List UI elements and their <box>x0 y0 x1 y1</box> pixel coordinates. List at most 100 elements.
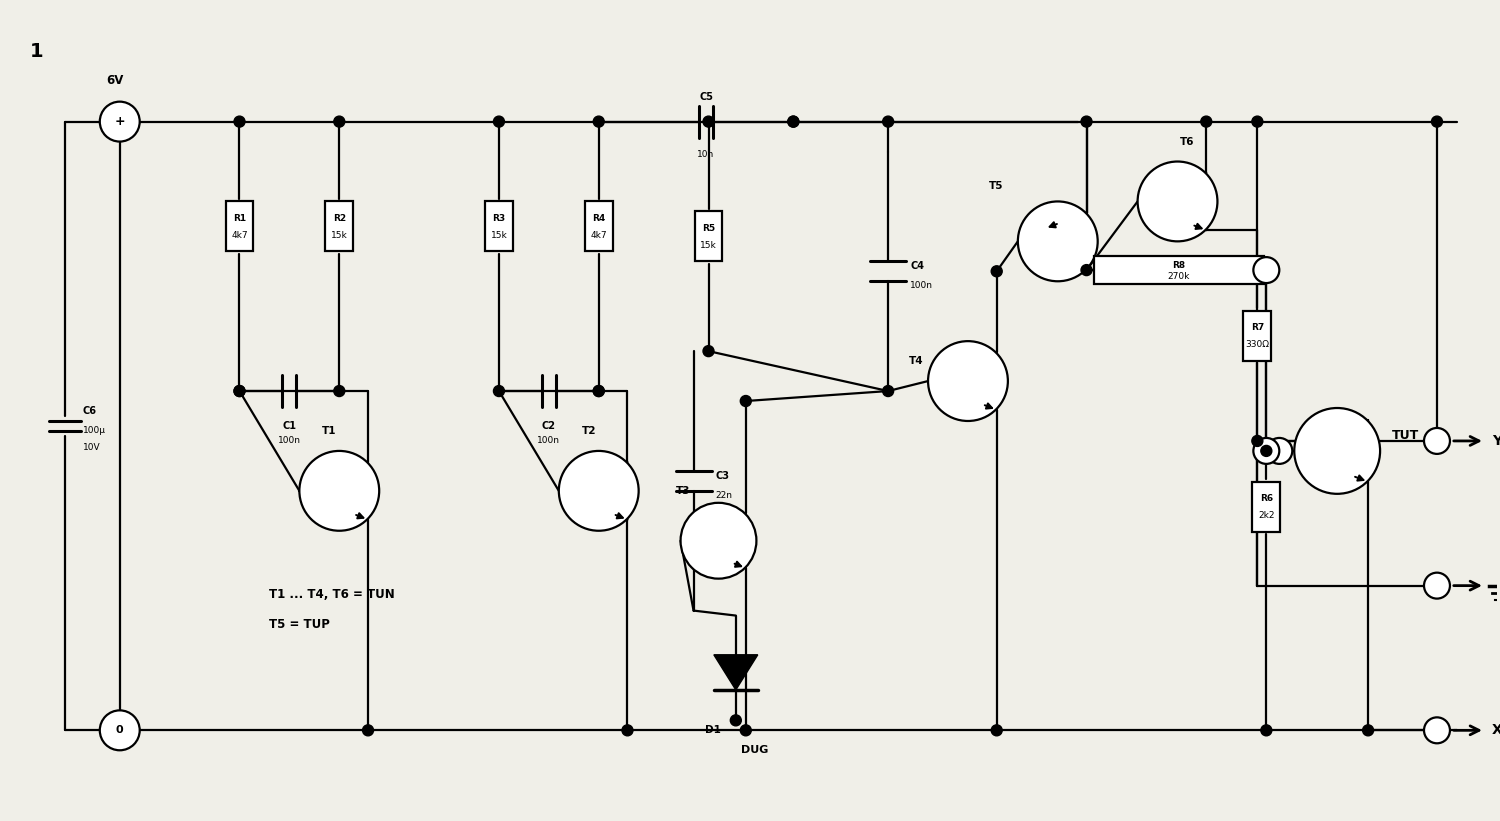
Circle shape <box>1431 116 1443 127</box>
Circle shape <box>1252 435 1263 447</box>
Circle shape <box>594 386 604 397</box>
Text: 15k: 15k <box>490 231 507 240</box>
Text: 15k: 15k <box>700 241 717 250</box>
Circle shape <box>1262 446 1272 456</box>
Text: C1: C1 <box>282 421 297 431</box>
Circle shape <box>363 725 374 736</box>
Bar <box>1244 310 1272 360</box>
Text: 1: 1 <box>30 42 44 61</box>
Circle shape <box>100 710 140 750</box>
Circle shape <box>788 116 800 127</box>
Text: C3: C3 <box>716 471 729 481</box>
Circle shape <box>1262 725 1272 736</box>
Circle shape <box>494 386 504 397</box>
Text: 2k2: 2k2 <box>1258 511 1275 521</box>
Text: C2: C2 <box>542 421 556 431</box>
Text: 22n: 22n <box>716 491 732 500</box>
Circle shape <box>234 116 244 127</box>
Circle shape <box>992 266 1002 277</box>
Text: 6V: 6V <box>106 74 123 87</box>
Circle shape <box>594 116 604 127</box>
Text: T4: T4 <box>909 356 922 366</box>
Circle shape <box>741 725 752 736</box>
Circle shape <box>882 386 894 397</box>
Text: +: + <box>114 115 125 128</box>
Circle shape <box>1294 408 1380 493</box>
Text: 0: 0 <box>116 725 123 736</box>
Bar <box>585 201 612 251</box>
Circle shape <box>1266 438 1293 464</box>
Text: R3: R3 <box>492 214 506 223</box>
Text: DUG: DUG <box>741 745 768 755</box>
Text: 100n: 100n <box>537 436 561 445</box>
Circle shape <box>730 715 741 726</box>
Text: 100μ: 100μ <box>82 426 106 435</box>
Circle shape <box>704 346 714 356</box>
Text: T6: T6 <box>1180 136 1196 147</box>
Circle shape <box>334 116 345 127</box>
Bar <box>1094 256 1264 284</box>
Text: T5: T5 <box>988 181 1004 191</box>
Circle shape <box>622 725 633 736</box>
Circle shape <box>334 386 345 397</box>
Circle shape <box>1424 573 1450 599</box>
Circle shape <box>494 116 504 127</box>
Circle shape <box>882 116 894 127</box>
Circle shape <box>100 102 140 141</box>
Circle shape <box>741 396 752 406</box>
Circle shape <box>992 725 1002 736</box>
Circle shape <box>788 116 800 127</box>
Text: 100n: 100n <box>910 282 933 291</box>
Bar <box>694 212 723 261</box>
Text: T2: T2 <box>582 426 596 436</box>
Text: C6: C6 <box>82 406 98 416</box>
Text: T1 ... T4, T6 = TUN: T1 ... T4, T6 = TUN <box>270 588 394 601</box>
Text: R8: R8 <box>1173 260 1185 269</box>
Circle shape <box>1424 718 1450 743</box>
Circle shape <box>1082 264 1092 276</box>
Text: T1: T1 <box>322 426 336 436</box>
Text: 270k: 270k <box>1167 272 1190 281</box>
Text: 10V: 10V <box>82 443 100 452</box>
Circle shape <box>234 386 244 397</box>
Circle shape <box>1254 257 1280 283</box>
Circle shape <box>1019 201 1098 282</box>
Text: R2: R2 <box>333 214 346 223</box>
Circle shape <box>594 386 604 397</box>
Circle shape <box>560 451 639 530</box>
Text: T3: T3 <box>676 486 692 496</box>
Text: 330Ω: 330Ω <box>1245 340 1269 349</box>
Text: R7: R7 <box>1251 323 1264 332</box>
Text: 10n: 10n <box>698 149 714 158</box>
Bar <box>225 201 254 251</box>
Circle shape <box>704 116 714 127</box>
Circle shape <box>1362 725 1374 736</box>
Bar <box>326 201 354 251</box>
Bar <box>1252 482 1281 532</box>
Bar <box>484 201 513 251</box>
Text: C4: C4 <box>910 261 924 271</box>
Text: R6: R6 <box>1260 494 1274 503</box>
Circle shape <box>300 451 380 530</box>
Circle shape <box>1424 428 1450 454</box>
Text: R5: R5 <box>702 224 715 233</box>
Text: R4: R4 <box>592 214 606 223</box>
Circle shape <box>1137 162 1218 241</box>
Circle shape <box>1254 438 1280 464</box>
Circle shape <box>1202 116 1212 127</box>
Text: 4k7: 4k7 <box>231 231 248 240</box>
Text: 15k: 15k <box>332 231 348 240</box>
Text: T5 = TUP: T5 = TUP <box>270 617 330 631</box>
Polygon shape <box>714 655 758 690</box>
Text: 4k7: 4k7 <box>591 231 608 240</box>
Circle shape <box>234 386 244 397</box>
Circle shape <box>681 502 756 579</box>
Text: TUT: TUT <box>1392 429 1419 443</box>
Circle shape <box>928 342 1008 421</box>
Text: C5: C5 <box>699 92 712 102</box>
Text: D1: D1 <box>705 725 722 736</box>
Circle shape <box>1252 116 1263 127</box>
Text: Y: Y <box>1492 434 1500 448</box>
Circle shape <box>1082 116 1092 127</box>
Text: 100n: 100n <box>278 436 302 445</box>
